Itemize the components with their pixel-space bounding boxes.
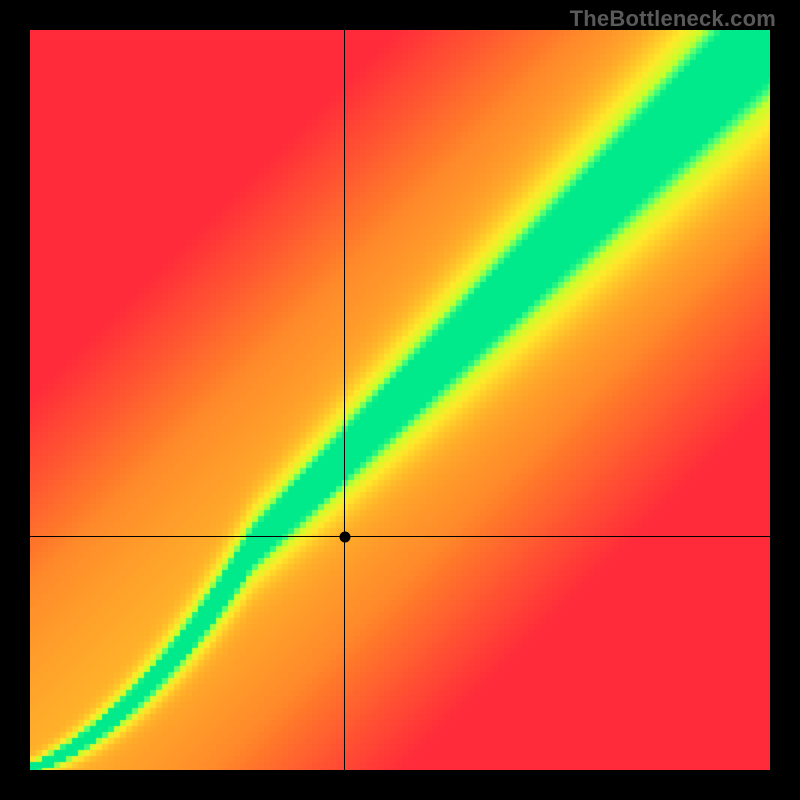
chart-container: TheBottleneck.com [0,0,800,800]
crosshair-vertical [344,30,345,770]
watermark: TheBottleneck.com [570,6,776,32]
heatmap-canvas [30,30,770,770]
crosshair-marker [339,531,350,542]
plot-area [30,30,770,770]
crosshair-horizontal [30,536,770,537]
